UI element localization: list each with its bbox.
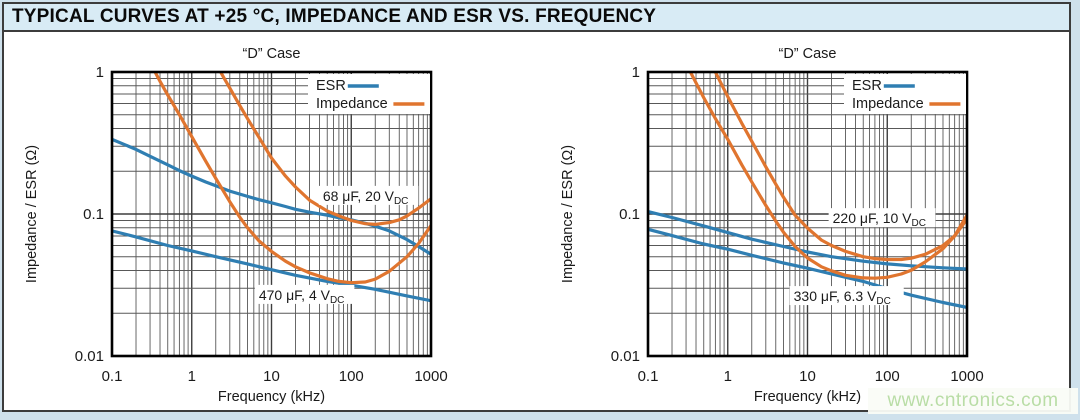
legend: ESR Impedance	[844, 74, 966, 114]
watermark-text: www.cntronics.com	[887, 390, 1059, 411]
y-tick-label: 0.01	[75, 348, 104, 365]
x-axis-label: Frequency (kHz)	[218, 389, 325, 405]
y-tick-label: 1	[632, 64, 640, 81]
x-tick-label: 1	[188, 368, 196, 385]
x-axis-label: Frequency (kHz)	[754, 389, 861, 405]
annotation-text: 470 μF, 4 VDC	[259, 287, 345, 306]
y-tick-label: 0.1	[83, 206, 104, 223]
annotation-text: 220 μF, 10 VDC	[833, 210, 926, 229]
watermark: www.cntronics.com	[868, 388, 1078, 414]
curve-impedance	[153, 72, 431, 285]
x-tick-label: 10	[263, 368, 280, 385]
chart-title: “D” Case	[242, 46, 300, 62]
content-card: “D” Case 0.1 1 10 100 1000 1 0.1 0.01 Frequency (…	[2, 32, 1071, 412]
legend: ESR Impedance	[308, 74, 430, 114]
curve-esr	[112, 137, 431, 256]
annotation-text: 68 μF, 20 VDC	[323, 188, 409, 207]
curve-impedance	[713, 72, 967, 262]
curve-esr	[648, 227, 967, 309]
legend-label-esr: ESR	[316, 78, 346, 94]
curve-impedance	[218, 72, 431, 226]
legend-label-impedance: Impedance	[852, 96, 924, 112]
x-tick-label: 1	[724, 368, 732, 385]
x-tick-label: 1000	[414, 368, 447, 385]
x-tick-label: 0.1	[102, 368, 123, 385]
annotation: 470 μF, 4 VDC	[254, 284, 355, 306]
legend-label-impedance: Impedance	[316, 96, 388, 112]
x-tick-labels: 0.1 1 10 100 1000	[638, 368, 984, 385]
curves	[112, 72, 431, 303]
y-axis-label: Impedance / ESR (Ω)	[24, 145, 40, 283]
curve-esr	[648, 210, 967, 271]
plot-frame	[110, 70, 433, 358]
y-tick-label: 1	[96, 64, 104, 81]
curve-esr	[112, 229, 431, 303]
legend-box	[844, 74, 966, 114]
x-tick-label: 100	[339, 368, 364, 385]
chart-left-d-case: “D” Case 0.1 1 10 100 1000 1 0.1 0.01 Frequency (…	[24, 46, 448, 405]
chart-title: “D” Case	[778, 46, 836, 62]
x-tick-label: 1000	[950, 368, 983, 385]
annotation-text: 330 μF, 6.3 VDC	[794, 288, 891, 307]
page-header: TYPICAL CURVES AT +25 °C, IMPEDANCE AND …	[2, 2, 1071, 32]
y-axis-label: Impedance / ESR (Ω)	[560, 145, 576, 283]
x-tick-label: 0.1	[638, 368, 659, 385]
x-tick-labels: 0.1 1 10 100 1000	[102, 368, 448, 385]
chart-right-d-case: “D” Case 0.1 1 10 100 1000 1 0.1 0.01 Frequency (…	[560, 46, 984, 405]
y-tick-label: 0.1	[619, 206, 640, 223]
x-tick-label: 10	[799, 368, 816, 385]
grid	[111, 71, 432, 357]
legend-box	[308, 74, 430, 114]
annotation: 68 μF, 20 VDC	[318, 185, 419, 207]
page-title: TYPICAL CURVES AT +25 °C, IMPEDANCE AND …	[12, 6, 657, 27]
y-tick-labels: 1 0.1 0.01	[611, 64, 640, 365]
annotation: 330 μF, 6.3 VDC	[789, 286, 904, 307]
x-tick-label: 100	[875, 368, 900, 385]
curves	[648, 72, 967, 309]
y-tick-labels: 1 0.1 0.01	[75, 64, 104, 365]
legend-label-esr: ESR	[852, 78, 882, 94]
plot-frame	[646, 70, 969, 358]
annotation: 220 μF, 10 VDC	[828, 208, 936, 229]
y-tick-label: 0.01	[611, 348, 640, 365]
curve-impedance	[688, 72, 967, 280]
